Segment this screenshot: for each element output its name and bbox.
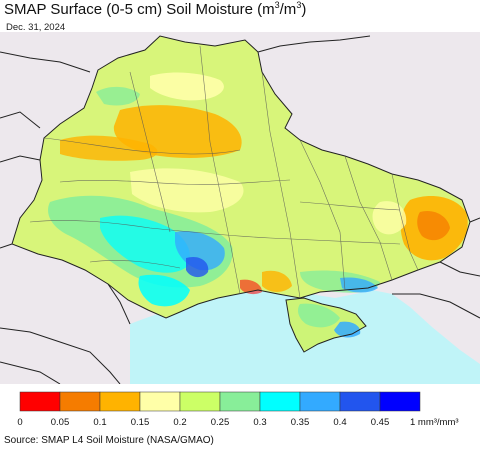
legend: 0 0.05 0.1 0.15 0.2 0.25 0.3 0.35 0.4 0.45 1 mm³/… <box>0 390 480 430</box>
legend-tick-label: 0.15 <box>131 417 150 428</box>
legend-swatch <box>179 391 221 412</box>
legend-tick-label: 0.1 <box>93 417 106 428</box>
legend-swatch <box>379 391 421 412</box>
legend-unit: 1 mm³/mm³ <box>410 417 459 428</box>
legend-swatch <box>139 391 181 412</box>
legend-tick-label: 0.25 <box>211 417 230 428</box>
legend-swatch <box>339 391 381 412</box>
legend-tick-label: 0.3 <box>253 417 266 428</box>
source-credit: Source: SMAP L4 Soil Moisture (NASA/GMAO… <box>4 435 214 446</box>
map-svg <box>0 32 480 384</box>
legend-tick-label: 0.05 <box>51 417 70 428</box>
legend-swatch <box>219 391 261 412</box>
oblast-borders <box>29 45 419 299</box>
legend-swatch <box>19 391 61 412</box>
legend-tick-label: 0.4 <box>333 417 346 428</box>
legend-tick-label: 0 <box>17 417 22 428</box>
legend-tick-label: 0.2 <box>173 417 186 428</box>
country-borders <box>0 35 480 384</box>
legend-swatch <box>259 391 301 412</box>
legend-tick-label: 0.35 <box>291 417 310 428</box>
map-date: Dec. 31, 2024 <box>6 22 66 33</box>
legend-swatch <box>299 391 341 412</box>
legend-tick-label: 0.45 <box>371 417 390 428</box>
soil-moisture-map <box>0 32 480 384</box>
map-title: SMAP Surface (0-5 cm) Soil Moisture (m3/… <box>4 0 307 18</box>
legend-svg: 0 0.05 0.1 0.15 0.2 0.25 0.3 0.35 0.4 0.45 1 mm³/… <box>17 391 459 428</box>
legend-swatch <box>59 391 101 412</box>
legend-swatch <box>99 391 141 412</box>
